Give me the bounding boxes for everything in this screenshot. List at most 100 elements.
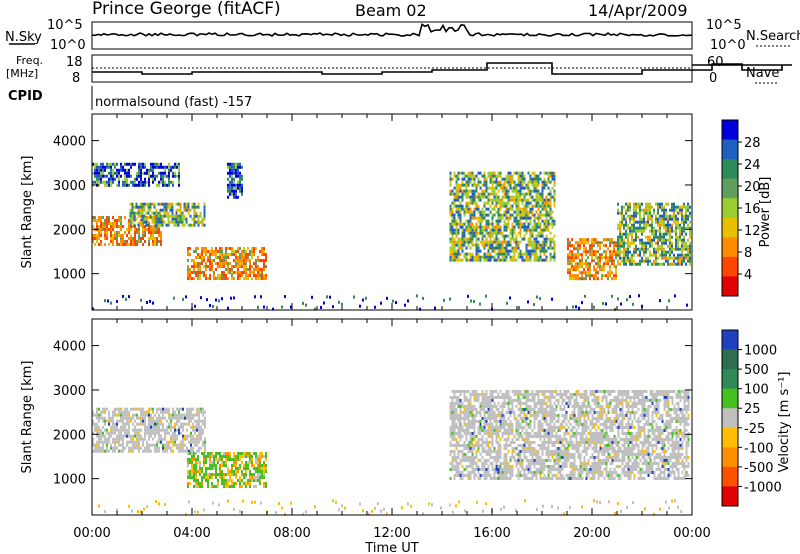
echo-cell bbox=[499, 228, 502, 232]
echo-cell bbox=[471, 183, 474, 187]
echo-cell bbox=[158, 183, 160, 187]
echo-cell bbox=[150, 413, 152, 417]
echo-cell bbox=[231, 265, 233, 269]
echo-cell bbox=[549, 255, 552, 259]
echo-cell bbox=[157, 202, 160, 206]
echo-cell bbox=[155, 223, 158, 227]
echo-cell bbox=[513, 210, 516, 214]
echo-cell bbox=[104, 221, 106, 225]
echo-cell bbox=[619, 235, 621, 239]
echo-cell bbox=[471, 195, 474, 199]
echo-cell bbox=[605, 244, 607, 248]
echo-cell bbox=[505, 246, 508, 250]
echo-cell bbox=[239, 467, 241, 471]
echo-cell bbox=[679, 256, 681, 260]
echo-cell bbox=[627, 205, 629, 209]
echo-cell bbox=[108, 242, 110, 246]
echo-cell bbox=[150, 227, 152, 231]
echo-cell bbox=[136, 446, 138, 450]
echo-cell bbox=[527, 258, 530, 262]
echo-cell bbox=[497, 213, 500, 217]
echo-cell bbox=[623, 214, 625, 218]
echo-cell bbox=[152, 224, 154, 228]
echo-cell bbox=[537, 240, 540, 244]
echo-cell bbox=[202, 419, 204, 423]
echo-cell bbox=[96, 239, 98, 243]
echo-cell bbox=[465, 186, 468, 190]
echo-cell bbox=[171, 211, 174, 215]
echo-cell bbox=[191, 470, 193, 474]
echo-cell bbox=[517, 225, 520, 229]
echo-cell bbox=[453, 228, 456, 232]
echo-cell bbox=[509, 455, 512, 459]
echo-cell bbox=[138, 428, 140, 432]
echo-cell bbox=[178, 446, 180, 450]
echo-cell bbox=[469, 237, 472, 241]
echo-cell bbox=[255, 452, 257, 456]
echo-cell bbox=[124, 180, 126, 184]
echo-cell bbox=[148, 227, 150, 231]
echo-cell bbox=[671, 226, 673, 230]
echo-cell bbox=[495, 440, 498, 444]
echo-cell bbox=[179, 214, 182, 218]
colorbar-tick-label: 20 bbox=[744, 180, 761, 195]
echo-cell bbox=[209, 250, 211, 254]
echo-cell bbox=[192, 425, 194, 429]
echo-cell bbox=[491, 219, 494, 223]
echo-cell bbox=[110, 171, 112, 175]
echo-cell bbox=[485, 461, 488, 465]
echo-cell bbox=[449, 192, 452, 196]
echo-cell bbox=[503, 183, 506, 187]
echo-cell bbox=[667, 262, 669, 266]
echo-cell bbox=[641, 229, 643, 233]
echo-cell bbox=[190, 419, 192, 423]
echo-cell bbox=[160, 236, 162, 240]
echo-cell bbox=[487, 198, 490, 202]
echo-cell bbox=[645, 247, 647, 251]
echo-cell bbox=[453, 401, 456, 405]
echo-cell bbox=[166, 174, 168, 178]
echo-cell bbox=[487, 431, 490, 435]
echo-cell bbox=[467, 207, 470, 211]
echo-cell bbox=[140, 410, 142, 414]
echo-cell bbox=[139, 220, 142, 224]
echo-cell bbox=[627, 241, 629, 245]
echo-cell bbox=[587, 265, 589, 269]
echo-cell bbox=[689, 220, 691, 224]
echo-cell bbox=[178, 449, 180, 453]
echo-cell bbox=[219, 464, 221, 468]
echo-cell bbox=[661, 262, 663, 266]
echo-cell bbox=[487, 225, 490, 229]
echo-cell bbox=[193, 223, 196, 227]
echo-cell bbox=[100, 174, 102, 178]
echo-cell bbox=[529, 243, 532, 247]
echo-cell bbox=[189, 473, 191, 477]
echo-cell bbox=[176, 422, 178, 426]
echo-cell bbox=[511, 398, 514, 402]
echo-cell bbox=[463, 410, 466, 414]
echo-cell bbox=[102, 171, 104, 175]
echo-cell bbox=[609, 259, 611, 263]
echo-cell bbox=[525, 213, 528, 217]
echo-cell bbox=[233, 452, 235, 456]
noise-cell bbox=[467, 294, 469, 298]
echo-cell bbox=[509, 425, 512, 429]
echo-cell bbox=[249, 250, 251, 254]
echo-cell bbox=[100, 224, 102, 228]
echo-cell bbox=[172, 437, 174, 441]
echo-cell bbox=[591, 238, 593, 242]
echo-cell bbox=[92, 236, 94, 240]
echo-cell bbox=[211, 455, 213, 459]
echo-cell bbox=[477, 243, 480, 247]
echo-cell bbox=[523, 198, 526, 202]
echo-cell bbox=[509, 240, 512, 244]
echo-cell bbox=[497, 240, 500, 244]
echo-cell bbox=[199, 464, 201, 468]
echo-cell bbox=[179, 208, 182, 212]
echo-cell bbox=[623, 247, 625, 251]
colorbar-swatch bbox=[722, 178, 738, 199]
echo-cell bbox=[98, 440, 100, 444]
echo-cell bbox=[493, 404, 496, 408]
echo-cell bbox=[255, 277, 257, 281]
echo-cell bbox=[140, 171, 142, 175]
